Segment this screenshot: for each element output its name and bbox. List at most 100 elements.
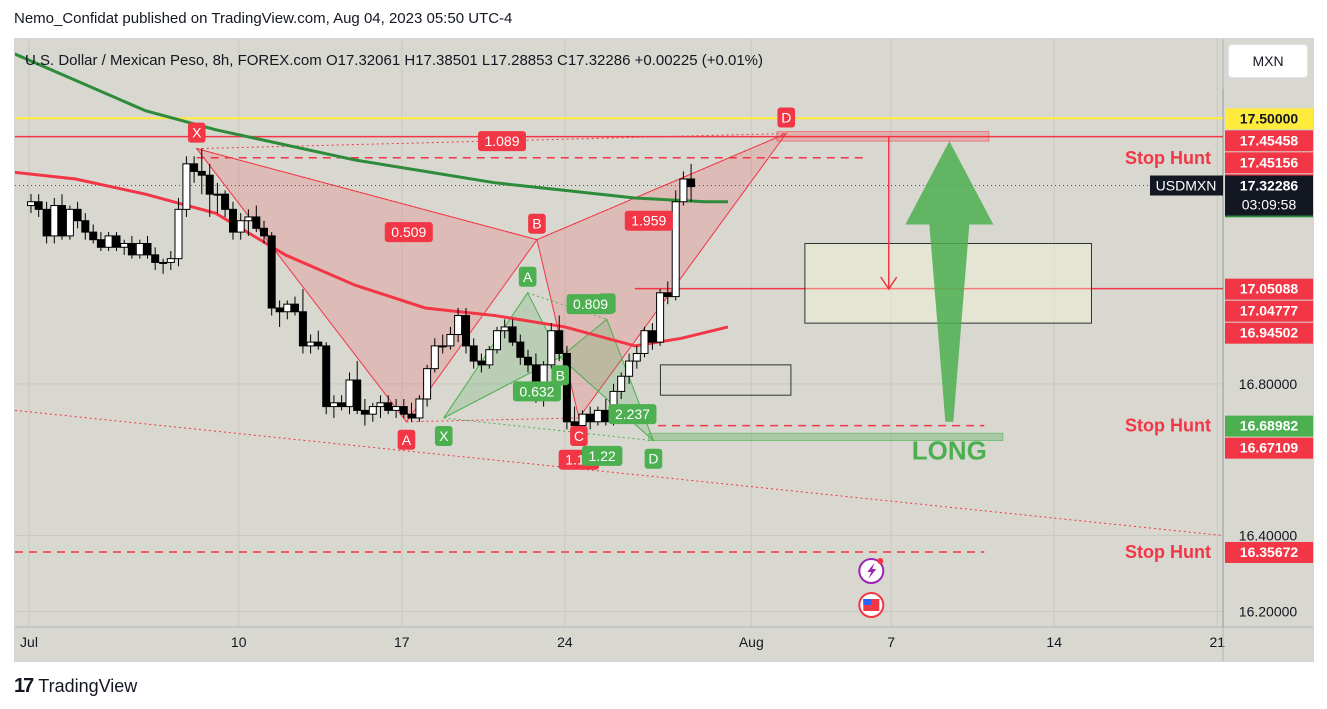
green-point-label: X	[439, 428, 449, 444]
last-price-bg	[1225, 175, 1313, 216]
candle-body	[306, 341, 315, 347]
legend-row: U.S. Dollar / Mexican Peso, 8h, FOREX.co…	[25, 52, 763, 69]
candle-body	[593, 409, 602, 423]
candle-body	[182, 163, 191, 210]
x-tick-label: 14	[1046, 634, 1062, 650]
candle-body	[663, 292, 672, 298]
legend-c-label: C	[557, 52, 568, 69]
red-pattern-xb	[196, 148, 538, 241]
candle-body	[244, 216, 253, 222]
candle-body	[166, 258, 175, 263]
stop-hunt-label: Stop Hunt	[1125, 416, 1211, 436]
candle-body	[34, 201, 43, 210]
price-label-bg	[1225, 130, 1313, 152]
candle-body	[384, 402, 393, 411]
red-point-label: X	[192, 125, 202, 141]
red-pattern-bd	[536, 133, 787, 241]
candle-body	[252, 216, 261, 229]
red-point-label-bg	[570, 425, 588, 446]
candle-body	[73, 208, 82, 222]
candle-body	[81, 220, 90, 233]
x-tick-label: 17	[394, 634, 410, 650]
legend-h-label: H	[404, 52, 415, 69]
green-pattern-xd	[443, 417, 654, 442]
candle-body	[438, 345, 447, 348]
price-label-bg	[1225, 322, 1313, 344]
candle-body	[485, 349, 494, 366]
candle-body	[508, 326, 517, 343]
candle-body	[423, 368, 432, 400]
candle-body	[469, 345, 478, 362]
chart-frame[interactable]: Jul 10 17 24 Aug 7 14 21 X A B C D X A B C D 0.509 1.959 1.0…	[5, 38, 1314, 662]
legend-o: 17.32061	[338, 52, 405, 69]
countdown-label: 03:09:58	[1242, 197, 1297, 213]
candle-body	[89, 231, 98, 241]
candle-body	[547, 330, 556, 366]
candle-body	[197, 170, 206, 176]
candle-body	[322, 345, 331, 408]
flash-bolt-icon	[867, 563, 877, 579]
candle-body	[159, 261, 168, 264]
red-pattern-bcd	[536, 132, 788, 420]
red-pattern-xd	[196, 132, 787, 150]
candle-body	[671, 201, 680, 298]
candle-body	[27, 201, 35, 207]
price-label: 16.67109	[1240, 440, 1299, 456]
candle-body	[213, 193, 222, 196]
candle-body	[337, 402, 346, 408]
price-label: 17.45156	[1240, 154, 1299, 170]
legend-l: 17.28853	[490, 52, 557, 69]
candle-body	[290, 303, 299, 313]
candle-body	[640, 330, 649, 354]
legend-symbol: U.S. Dollar / Mexican Peso, 8h, FOREX.co…	[25, 52, 326, 69]
price-label: 17.04777	[1240, 303, 1299, 319]
candle-body	[454, 315, 463, 336]
branding-text: TradingView	[38, 676, 138, 696]
candle-body	[500, 326, 509, 332]
green-ratio-label: 0.632	[519, 383, 554, 399]
candle-body	[446, 334, 455, 347]
chart-canvas[interactable]: Jul 10 17 24 Aug 7 14 21 X A B C D X A B C D 0.509 1.959 1.0…	[5, 39, 1313, 661]
y-tick-label: 16.80000	[1239, 376, 1298, 392]
x-tick-label: Aug	[739, 634, 764, 650]
legend-c: 17.32286	[568, 52, 635, 69]
candle-body	[120, 242, 129, 248]
green-point-label-bg	[434, 425, 453, 446]
long-arrow	[905, 141, 994, 422]
candle-body	[477, 360, 486, 366]
red-ratio-label: 1.089	[484, 133, 519, 149]
candle-body	[50, 205, 59, 237]
red-ratio-label-bg	[624, 210, 673, 231]
candle-body	[205, 174, 214, 195]
notification-dot-icon	[877, 558, 884, 564]
candle-body	[143, 242, 152, 256]
price-label: 17.05088	[1240, 281, 1299, 297]
candle-body	[523, 356, 532, 366]
price-label-bg	[1225, 541, 1313, 563]
candle-body	[632, 352, 641, 362]
flag-canton-icon	[863, 599, 872, 605]
y-tick-label: 16.20000	[1239, 603, 1298, 619]
candle-body	[679, 178, 688, 203]
red-point-label: A	[402, 432, 412, 448]
candle-body	[127, 242, 136, 256]
last-price-label: 17.32286	[1240, 178, 1299, 194]
price-label-bg	[1225, 300, 1313, 322]
long-label: LONG	[912, 436, 987, 466]
currency-button[interactable]: MXN	[1228, 44, 1308, 78]
candle-body	[112, 235, 121, 248]
stop-hunt-label: Stop Hunt	[1125, 542, 1211, 562]
green-ratio-label-bg	[512, 381, 561, 402]
red-point-label-bg	[777, 107, 796, 128]
candle-body	[516, 341, 525, 358]
branding: 17 TradingView	[14, 675, 137, 698]
candle-body	[687, 178, 696, 188]
x-tick-label: 21	[1210, 634, 1226, 650]
candle-body	[345, 379, 354, 408]
green-ratio-label-bg	[566, 294, 615, 315]
price-label-bg	[1225, 108, 1313, 130]
green-point-label-bg	[518, 266, 537, 287]
price-label: 17.50000	[1240, 110, 1299, 126]
red-point-label: B	[532, 216, 541, 232]
candle-body	[392, 406, 401, 411]
